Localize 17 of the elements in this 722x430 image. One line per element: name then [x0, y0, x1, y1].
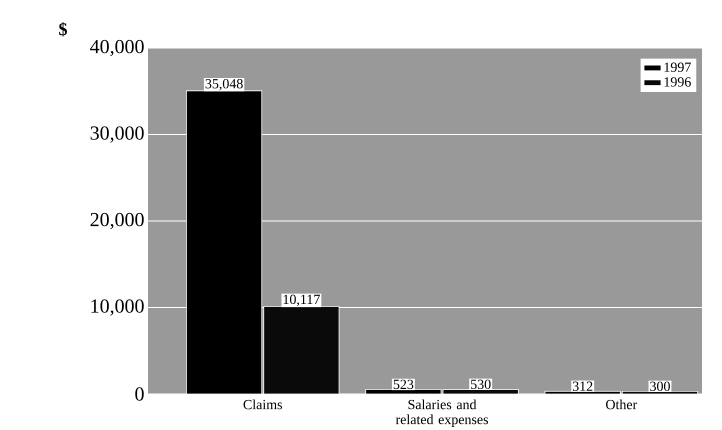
- legend-label: 1996: [664, 77, 691, 87]
- y-tick-label: 30,000: [90, 126, 144, 143]
- data-label: 312: [572, 382, 592, 391]
- data-label: 10,117: [284, 294, 320, 306]
- data-label: 35,048: [206, 79, 243, 90]
- data-label: 523: [394, 380, 414, 390]
- x-tick-label: Claims: [244, 399, 282, 410]
- y-tick-label: 10,000: [91, 299, 144, 316]
- x-tick-label: Salaries and related expenses: [396, 399, 488, 428]
- legend-label: 1997: [664, 62, 691, 72]
- y-tick-label: 40,000: [90, 40, 144, 56]
- y-axis-title: $: [59, 22, 67, 36]
- y-tick-label: 20,000: [90, 212, 144, 230]
- x-tick-label: Other: [606, 399, 638, 410]
- data-label: 530: [471, 380, 491, 390]
- data-label: 300: [650, 382, 670, 392]
- y-tick-label: 0: [135, 387, 144, 401]
